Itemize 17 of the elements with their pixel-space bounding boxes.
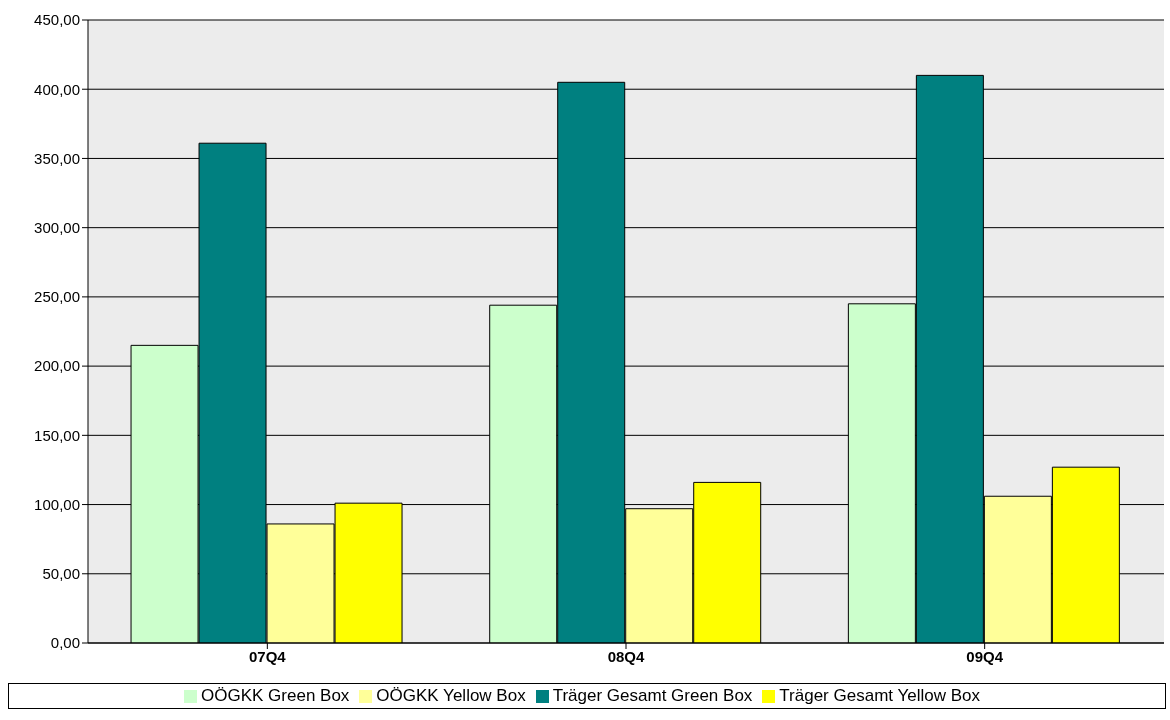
y-tick-label: 250,00 [34,288,80,306]
y-tick-label: 50,00 [42,565,80,583]
y-tick-label: 150,00 [34,426,80,444]
y-tick-label: 300,00 [34,218,80,236]
legend-label: OÖGKK Green Box [201,686,350,705]
y-tick-label: 100,00 [34,495,80,513]
x-tick-label: 08Q4 [607,647,645,665]
x-tick-label: 09Q4 [966,647,1004,665]
legend-label: OÖGKK Yellow Box [376,686,526,705]
y-tick-label: 200,00 [34,357,80,375]
legend-label: Träger Gesamt Green Box [552,686,753,705]
legend-label: Träger Gesamt Yellow Box [779,686,980,705]
y-tick-label: 0,00 [50,634,80,652]
y-tick-label: 350,00 [34,149,80,167]
y-tick-label: 400,00 [34,80,80,98]
y-tick-label: 450,00 [34,11,80,29]
x-tick-label: 07Q4 [248,647,287,665]
